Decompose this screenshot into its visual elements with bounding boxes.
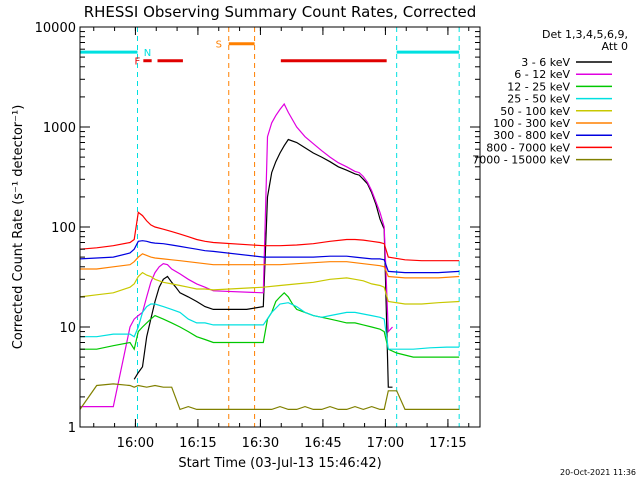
legend-header-line2: Att 0 — [602, 40, 628, 53]
series-line-12-25-kev — [80, 291, 460, 358]
x-axis-label: Start Time (03-Jul-13 15:46:42) — [178, 456, 381, 471]
x-tick-label: 16:30 — [242, 436, 279, 451]
legend-label-12-25-kev: 12 - 25 keV — [507, 80, 570, 93]
legend-label-7000-15000-kev: 7000 - 15000 keV — [472, 154, 570, 167]
series-line-25-50-kev — [80, 302, 460, 350]
y-tick-label: 10 — [59, 321, 76, 336]
x-tick-label: 16:45 — [304, 436, 341, 451]
legend-label-800-7000-kev: 800 - 7000 keV — [486, 141, 570, 154]
legend-label-3-6-kev: 3 - 6 keV — [521, 56, 570, 69]
series-line-300-800-kev — [79, 240, 460, 274]
legend-label-50-100-kev: 50 - 100 keV — [500, 105, 570, 118]
y-axis-label: Corrected Count Rate (s⁻¹ detector⁻¹) — [11, 105, 26, 350]
y-tick-label: 10000 — [35, 21, 76, 36]
footer-timestamp: 20-Oct-2021 11:36 — [560, 468, 636, 477]
legend-label-6-12-kev: 6 - 12 keV — [514, 68, 570, 81]
flag-flare-label: F — [134, 57, 140, 68]
legend-label-300-800-kev: 300 - 800 keV — [493, 129, 570, 142]
legend-label-100-300-kev: 100 - 300 keV — [493, 117, 570, 130]
y-tick-label: 100 — [51, 221, 76, 236]
x-tick-label: 16:00 — [117, 436, 154, 451]
series-layer — [79, 102, 460, 411]
chart-title: RHESSI Observing Summary Count Rates, Co… — [84, 3, 477, 21]
series-line-3-6-kev — [133, 138, 393, 388]
series-line-100-300-kev — [80, 253, 460, 279]
series-line-7000-15000-kev — [79, 383, 460, 411]
y-axis-ticks: 1 10 100 1000 10000 — [35, 21, 480, 436]
series-line-6-12-kev — [80, 102, 393, 408]
series-line-50-100-kev — [79, 271, 460, 305]
flag-saa-label: S — [216, 40, 222, 51]
flags-layer: NF S — [80, 27, 460, 427]
y-tick-label: 1000 — [43, 121, 76, 136]
x-axis-ticks: 16:00 16:15 16:30 16:45 17:00 17:15 — [93, 27, 470, 451]
legend-label-25-50-kev: 25 - 50 keV — [507, 93, 570, 106]
legend-header-line1: Det 1,3,4,5,6,9, — [542, 28, 628, 41]
x-tick-label: 16:15 — [179, 436, 216, 451]
series-line-800-7000-kev — [79, 211, 460, 262]
x-tick-label: 17:00 — [367, 436, 404, 451]
x-tick-label: 17:15 — [429, 436, 466, 451]
y-tick-label: 1 — [68, 421, 76, 436]
flag-night-label: N — [144, 48, 151, 59]
